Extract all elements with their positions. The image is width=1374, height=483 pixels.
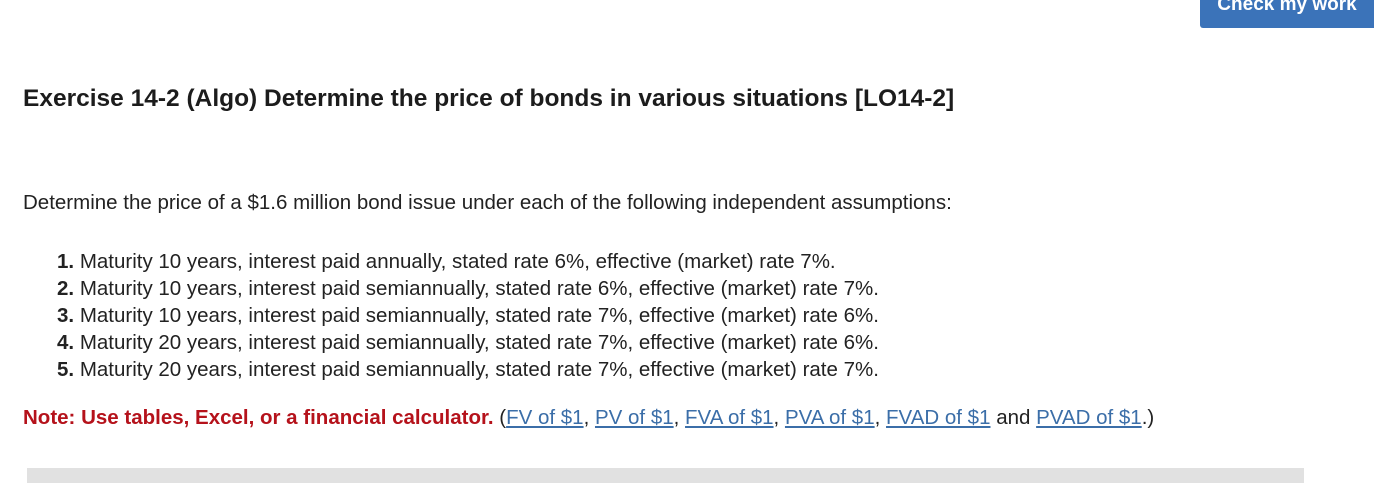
item-number: 3.	[57, 304, 75, 327]
item-number: 5.	[57, 358, 75, 381]
separator: ,	[773, 406, 780, 429]
check-button[interactable]: Check my work	[1200, 0, 1374, 28]
list-item: 2. Maturity 10 years, interest paid semi…	[57, 275, 879, 302]
separator: ,	[583, 406, 590, 429]
list-item: 4. Maturity 20 years, interest paid semi…	[57, 329, 879, 356]
note-close: .)	[1141, 406, 1155, 429]
separator: ,	[874, 406, 881, 429]
note: Note: Use tables, Excel, or a financial …	[23, 406, 1154, 430]
item-text: Maturity 20 years, interest paid semiann…	[79, 331, 879, 354]
table-link[interactable]: PVAD of $1	[1036, 406, 1142, 429]
item-text: Maturity 10 years, interest paid semiann…	[79, 277, 879, 300]
list-item: 1. Maturity 10 years, interest paid annu…	[57, 248, 879, 275]
assumption-list: 1. Maturity 10 years, interest paid annu…	[57, 248, 879, 383]
separator: ,	[673, 406, 680, 429]
item-text: Maturity 10 years, interest paid semiann…	[79, 304, 879, 327]
answer-panel	[27, 468, 1304, 483]
exercise-title: Exercise 14-2 (Algo) Determine the price…	[23, 85, 955, 112]
table-link[interactable]: PVA of $1	[784, 406, 875, 429]
item-number: 2.	[57, 277, 75, 300]
conjunction: and	[996, 406, 1031, 429]
table-link[interactable]: FV of $1	[506, 406, 584, 429]
item-number: 1.	[57, 250, 75, 273]
note-open: (	[499, 406, 507, 429]
item-text: Maturity 10 years, interest paid annuall…	[79, 250, 836, 273]
list-item: 3. Maturity 10 years, interest paid semi…	[57, 302, 879, 329]
item-text: Maturity 20 years, interest paid semiann…	[79, 358, 879, 381]
list-item: 5. Maturity 20 years, interest paid semi…	[57, 356, 879, 383]
table-link[interactable]: PV of $1	[594, 406, 674, 429]
table-link[interactable]: FVAD of $1	[886, 406, 991, 429]
note-label: Note: Use tables, Excel, or a financial …	[23, 406, 494, 429]
intro-text: Determine the price of a $1.6 million bo…	[23, 191, 952, 214]
table-link[interactable]: FVA of $1	[685, 406, 774, 429]
item-number: 4.	[57, 331, 75, 354]
